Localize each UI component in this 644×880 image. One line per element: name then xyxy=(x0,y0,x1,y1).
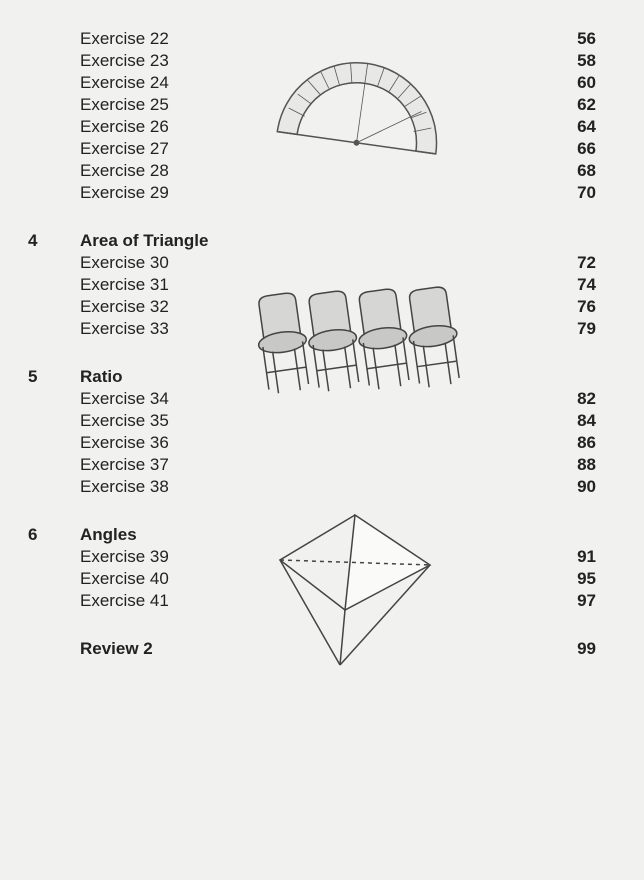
chapter-number: 5 xyxy=(0,366,80,388)
page-number: 62 xyxy=(577,94,644,116)
page-number: 76 xyxy=(577,296,644,318)
exercise-label: Exercise 24 xyxy=(80,72,169,94)
section-heading-row: Review 2 99 xyxy=(0,638,644,660)
exercise-row: Exercise 36 86 xyxy=(0,432,644,454)
section-heading-row: 4Area of Triangle xyxy=(0,230,644,252)
page-number: 97 xyxy=(577,590,644,612)
section-title: Review 2 xyxy=(80,638,153,660)
section-gap xyxy=(0,340,644,366)
exercise-label: Exercise 31 xyxy=(80,274,169,296)
exercise-row: Exercise 24 60 xyxy=(0,72,644,94)
page-number: 88 xyxy=(577,454,644,476)
exercise-row: Exercise 29 70 xyxy=(0,182,644,204)
exercise-label: Exercise 40 xyxy=(80,568,169,590)
exercise-label: Exercise 23 xyxy=(80,50,169,72)
exercise-label: Exercise 26 xyxy=(80,116,169,138)
page-number: 66 xyxy=(577,138,644,160)
exercise-row: Exercise 30 72 xyxy=(0,252,644,274)
section-gap xyxy=(0,204,644,230)
exercise-row: Exercise 38 90 xyxy=(0,476,644,498)
exercise-row: Exercise 23 58 xyxy=(0,50,644,72)
exercise-row: Exercise 28 68 xyxy=(0,160,644,182)
exercise-label: Exercise 34 xyxy=(80,388,169,410)
page-number: 60 xyxy=(577,72,644,94)
exercise-row: Exercise 25 62 xyxy=(0,94,644,116)
page-number: 82 xyxy=(577,388,644,410)
exercise-row: Exercise 31 74 xyxy=(0,274,644,296)
page-number: 95 xyxy=(577,568,644,590)
section-title: Angles xyxy=(80,524,137,546)
exercise-label: Exercise 36 xyxy=(80,432,169,454)
exercise-label: Exercise 22 xyxy=(80,28,169,50)
page-number: 56 xyxy=(577,28,644,50)
exercise-label: Exercise 39 xyxy=(80,546,169,568)
chapter-number: 6 xyxy=(0,524,80,546)
page-number: 86 xyxy=(577,432,644,454)
exercise-label: Exercise 38 xyxy=(80,476,169,498)
section-title: Area of Triangle xyxy=(80,230,208,252)
exercise-label: Exercise 32 xyxy=(80,296,169,318)
exercise-row: Exercise 41 97 xyxy=(0,590,644,612)
section-gap xyxy=(0,612,644,638)
exercise-row: Exercise 27 66 xyxy=(0,138,644,160)
page-number: 90 xyxy=(577,476,644,498)
exercise-row: Exercise 34 82 xyxy=(0,388,644,410)
page-number: 68 xyxy=(577,160,644,182)
section-gap xyxy=(0,498,644,524)
exercise-label: Exercise 35 xyxy=(80,410,169,432)
exercise-row: Exercise 35 84 xyxy=(0,410,644,432)
page-number: 74 xyxy=(577,274,644,296)
page-number: 72 xyxy=(577,252,644,274)
exercise-row: Exercise 37 88 xyxy=(0,454,644,476)
exercise-label: Exercise 28 xyxy=(80,160,169,182)
page-number: 99 xyxy=(577,638,644,660)
exercise-label: Exercise 29 xyxy=(80,182,169,204)
exercise-label: Exercise 30 xyxy=(80,252,169,274)
exercise-row: Exercise 33 79 xyxy=(0,318,644,340)
section-title: Ratio xyxy=(80,366,123,388)
exercise-row: Exercise 40 95 xyxy=(0,568,644,590)
exercise-row: Exercise 22 56 xyxy=(0,28,644,50)
exercise-row: Exercise 39 91 xyxy=(0,546,644,568)
exercise-label: Exercise 25 xyxy=(80,94,169,116)
page-number: 64 xyxy=(577,116,644,138)
chapter-number: 4 xyxy=(0,230,80,252)
page-number: 79 xyxy=(577,318,644,340)
exercise-row: Exercise 26 64 xyxy=(0,116,644,138)
page-number: 84 xyxy=(577,410,644,432)
exercise-label: Exercise 33 xyxy=(80,318,169,340)
page-number: 91 xyxy=(577,546,644,568)
page-number: 58 xyxy=(577,50,644,72)
table-of-contents: Exercise 2256Exercise 2358Exercise 2460E… xyxy=(0,28,644,660)
exercise-label: Exercise 41 xyxy=(80,590,169,612)
section-heading-row: 5Ratio xyxy=(0,366,644,388)
exercise-label: Exercise 27 xyxy=(80,138,169,160)
exercise-label: Exercise 37 xyxy=(80,454,169,476)
exercise-row: Exercise 32 76 xyxy=(0,296,644,318)
page-number: 70 xyxy=(577,182,644,204)
section-heading-row: 6Angles xyxy=(0,524,644,546)
